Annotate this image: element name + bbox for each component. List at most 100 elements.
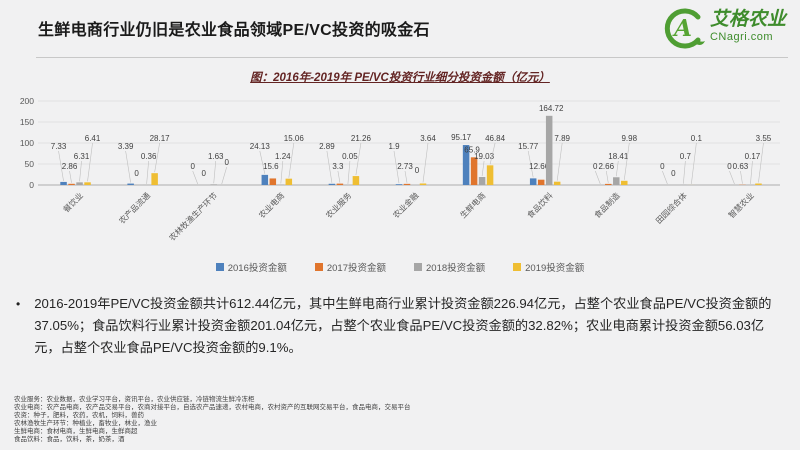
legend-label: 2017投资金额 <box>326 263 386 274</box>
leader-line <box>79 160 82 182</box>
bar <box>470 157 478 185</box>
bar <box>151 173 158 185</box>
bar-label: 0 <box>191 162 196 171</box>
bar-label: 0 <box>671 169 676 178</box>
y-axis-label: 150 <box>20 117 34 127</box>
bar <box>269 178 277 185</box>
bar <box>127 183 134 185</box>
bar-label: 7.33 <box>51 142 67 151</box>
legend-swatch-icon <box>215 263 224 271</box>
x-axis-label: 农林牧渔生产环节 <box>167 190 219 242</box>
bar-label: 9.98 <box>621 134 637 143</box>
bar-label: 1.63 <box>208 152 224 161</box>
bar <box>352 176 360 185</box>
bar-label: 21.26 <box>351 134 372 143</box>
brand-domain: CNagri.com <box>709 31 774 43</box>
footer-line: 农业电商：农产品电商，农产品交易平台，农商对接平台，自选农产品速递，农村电商，农… <box>14 404 411 411</box>
y-axis-label: 50 <box>25 159 35 169</box>
bar <box>395 184 403 185</box>
legend-label: 2016投资金额 <box>227 263 287 274</box>
bar-label: 2.66 <box>598 162 614 171</box>
leader-line <box>404 170 408 183</box>
legend-item-2018: 2018投资金额 <box>414 260 485 274</box>
leader-line <box>280 160 284 184</box>
legend-swatch-icon <box>414 263 422 271</box>
bar-label: 7.89 <box>554 134 570 143</box>
x-axis-label: 农产品流通 <box>117 190 152 225</box>
bar-chart-svg: 050100150200餐饮业7.332.866.316.41农产品流通3.39… <box>20 96 780 243</box>
leader-line <box>740 170 743 184</box>
x-axis-label: 生鲜电商 <box>458 190 488 220</box>
bar <box>285 178 293 185</box>
bar-label: 2.89 <box>319 142 335 151</box>
bar <box>277 184 285 185</box>
leader-line <box>758 142 764 183</box>
bar-label: 46.84 <box>485 134 506 143</box>
page-title: 生鲜电商行业仍旧是农业食品领域PE/VC投资的吸金石 <box>38 22 430 39</box>
bar-label: 0.05 <box>342 152 358 161</box>
x-axis-label: 智慧农业 <box>726 190 756 220</box>
bar <box>76 182 83 185</box>
bar-label: 28.17 <box>150 134 171 143</box>
legend-label: 2018投资金额 <box>426 263 486 274</box>
bar <box>613 177 620 185</box>
bar-label: 3.55 <box>756 134 772 143</box>
bar <box>336 183 344 185</box>
x-axis-label: 食品饮料 <box>525 190 555 220</box>
y-axis-label: 200 <box>20 96 34 106</box>
leader-line <box>683 160 686 184</box>
leader-line <box>213 160 217 184</box>
leader-line <box>393 150 400 184</box>
leader-line <box>750 160 753 184</box>
bar-label: 6.41 <box>85 134 101 143</box>
leader-line <box>87 142 93 182</box>
x-axis-label: 农业服务 <box>324 190 354 220</box>
footer-line: 食品饮料：食品，饮料，茶，奶茶，酒 <box>14 436 125 443</box>
leader-line <box>337 170 341 183</box>
footer-notes: 农业服务：农业数据，农业学习平台，资讯平台，农业供应链，冷链物流生鲜冷冻柜 农业电… <box>14 396 411 444</box>
bar-label: 3.64 <box>420 134 436 143</box>
bar <box>210 184 217 185</box>
bar <box>84 182 91 185</box>
x-axis-label: 餐饮业 <box>61 190 85 214</box>
bar <box>261 174 269 185</box>
bar-label: 3.39 <box>118 142 134 151</box>
leader-line <box>605 170 609 183</box>
legend-item-2017: 2017投资金额 <box>314 260 386 274</box>
leader-line <box>355 142 362 176</box>
bar-label: 15.06 <box>284 134 305 143</box>
footer-line: 农资：种子，肥料，农药，农机，饲料，兽药 <box>14 412 144 419</box>
bar-label: 15.77 <box>518 142 539 151</box>
bar <box>68 183 75 185</box>
chart-legend: 2016投资金额 2017投资金额 2018投资金额 2019投资金额 <box>0 260 800 274</box>
x-axis-label: 农业金融 <box>391 190 421 220</box>
summary-text: 2016-2019年PE/VC投资金额共计612.44亿元，其中生鲜电商行业累计… <box>34 296 772 355</box>
x-axis-label: 农业电商 <box>257 190 287 220</box>
leader-line <box>192 170 199 185</box>
leader-line <box>259 150 266 174</box>
legend-swatch-icon <box>513 263 522 271</box>
leader-line <box>691 142 697 184</box>
brand-logo: A 艾格农业 CNagri.com <box>661 6 786 52</box>
bar-label: 6.31 <box>74 152 90 161</box>
bar <box>755 183 762 185</box>
legend-item-2016: 2016投资金额 <box>215 260 287 274</box>
bar-label: 15.6 <box>263 162 279 171</box>
bar-label: 12.66 <box>529 162 550 171</box>
leader-line <box>58 150 64 181</box>
legend-item-2019: 2019投资金额 <box>513 260 584 274</box>
bar-label: 1.24 <box>275 152 291 161</box>
bar <box>605 183 612 185</box>
bar-label: 0.63 <box>733 162 749 171</box>
bar-label: 0 <box>660 162 665 171</box>
bar <box>419 183 427 185</box>
bar-label: 0 <box>415 166 420 175</box>
bar-label: 18.41 <box>608 152 629 161</box>
investment-bar-chart: 0 50 100 150 200 餐饮业 7.33 2.86 6.31 6.41 农产品流通 3.39… <box>12 90 788 263</box>
brand-logo-icon: A <box>664 8 705 49</box>
leader-line <box>489 142 496 165</box>
svg-text:A: A <box>672 15 692 42</box>
legend-label: 2019投资金额 <box>525 263 585 274</box>
bar-label: 0 <box>202 169 207 178</box>
